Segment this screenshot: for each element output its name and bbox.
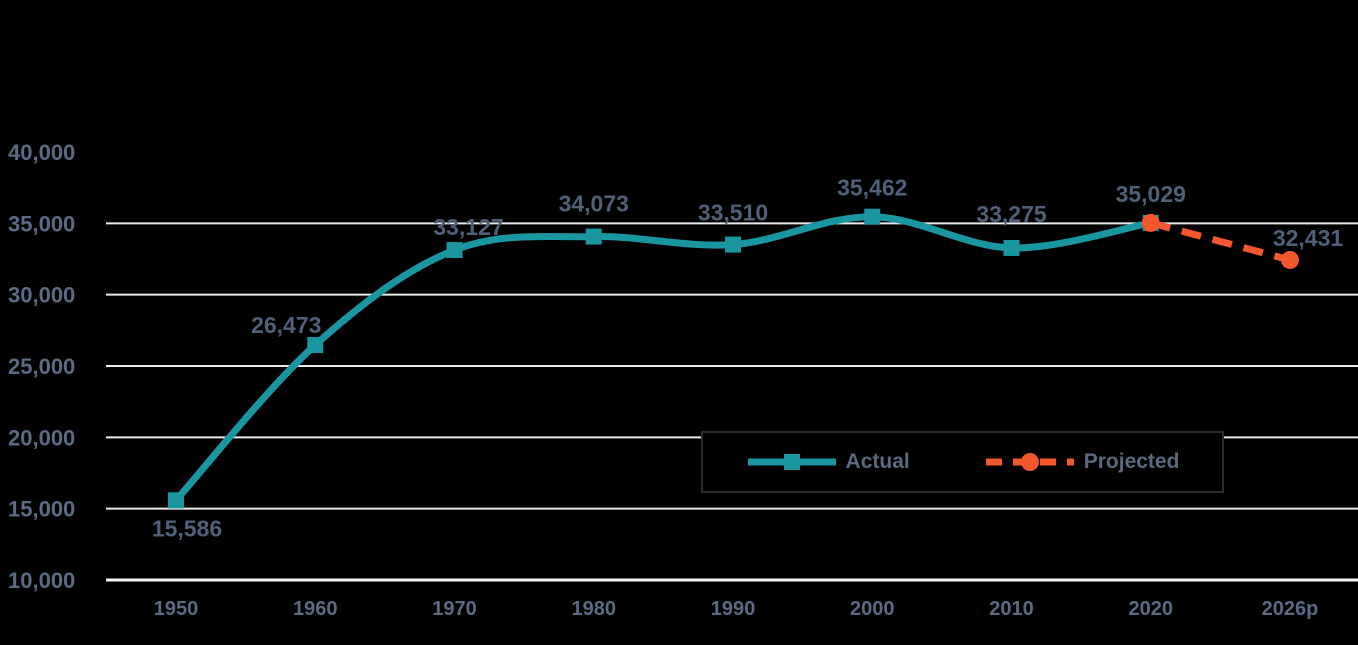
svg-text:33,127: 33,127 (433, 214, 503, 240)
actual-series-swatch-icon (747, 454, 836, 470)
svg-text:2026p: 2026p (1262, 598, 1319, 620)
legend-item-actual: Actual (746, 450, 910, 474)
series-projected-line (1149, 219, 1291, 264)
svg-text:15,000: 15,000 (8, 497, 75, 522)
legend-label-actual: Actual (845, 450, 910, 473)
svg-text:1980: 1980 (572, 598, 617, 620)
actual-point-markers (168, 208, 1159, 509)
legend-label-projected: Projected (1083, 450, 1180, 473)
svg-text:2010: 2010 (989, 598, 1034, 620)
legend-item-projected: Projected (984, 450, 1180, 474)
svg-text:2020: 2020 (1129, 598, 1174, 620)
x-axis-tick-labels: 1950 1960 1970 1980 1990 2000 2010 2020 2026p (154, 598, 1319, 620)
svg-text:2000: 2000 (850, 598, 895, 620)
y-axis-tick-labels: 40,000 35,000 30,000 25,000 20,000 15,000 10,0… (8, 140, 75, 593)
svg-text:32,431: 32,431 (1273, 225, 1344, 251)
projected-series-swatch-icon (985, 453, 1074, 471)
svg-text:1970: 1970 (432, 598, 477, 620)
svg-text:20,000: 20,000 (8, 425, 75, 450)
chart-legend: Actual Projected (701, 431, 1224, 493)
svg-text:1960: 1960 (293, 598, 338, 620)
svg-text:35,029: 35,029 (1116, 181, 1186, 207)
svg-text:25,000: 25,000 (8, 354, 75, 379)
svg-text:1990: 1990 (711, 598, 756, 620)
svg-text:26,473: 26,473 (251, 312, 321, 338)
svg-text:35,462: 35,462 (837, 175, 907, 201)
svg-text:1950: 1950 (154, 598, 199, 620)
projected-point-markers (1141, 213, 1299, 269)
svg-text:30,000: 30,000 (8, 283, 75, 308)
svg-text:34,073: 34,073 (559, 191, 629, 217)
svg-text:35,000: 35,000 (8, 211, 75, 236)
svg-text:15,586: 15,586 (152, 515, 222, 541)
svg-text:33,275: 33,275 (976, 201, 1047, 227)
svg-text:10,000: 10,000 (8, 568, 75, 593)
data-point-labels: 15,586 26,473 33,127 34,073 33,510 35,462 33,2… (152, 175, 1344, 542)
gridlines (106, 222, 1358, 582)
svg-text:33,510: 33,510 (698, 200, 768, 226)
svg-text:40,000: 40,000 (8, 140, 75, 165)
